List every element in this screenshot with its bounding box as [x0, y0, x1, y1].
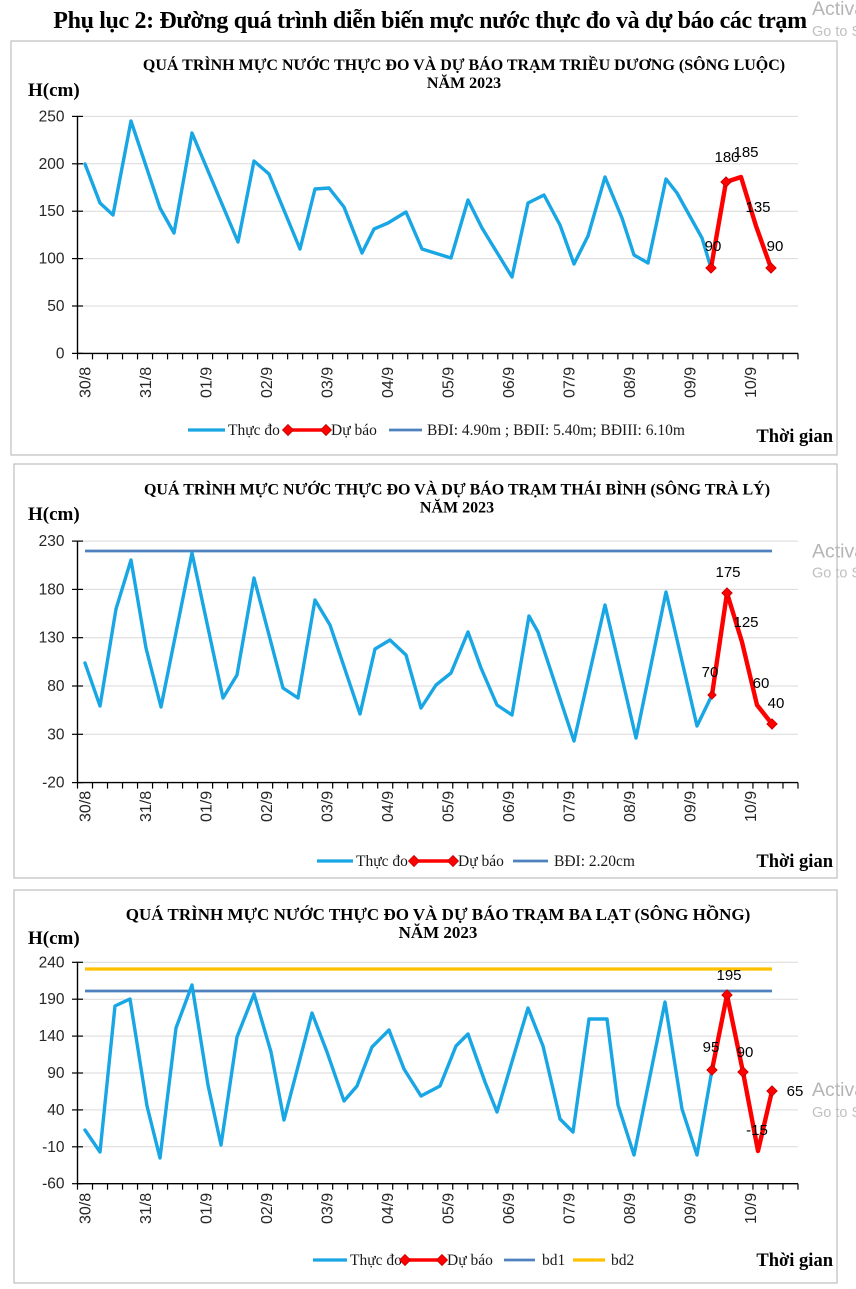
- svg-text:Phụ lục 2: Đường quá trình diễ: Phụ lục 2: Đường quá trình diễn biến mực…: [53, 8, 807, 34]
- svg-text:10/9: 10/9: [743, 1193, 760, 1224]
- svg-text:Thực đo: Thực đo: [228, 422, 280, 439]
- svg-text:40: 40: [47, 1102, 65, 1119]
- svg-text:Activate: Activate: [812, 541, 856, 563]
- svg-text:NĂM 2023: NĂM 2023: [420, 498, 494, 517]
- svg-text:70: 70: [702, 664, 719, 681]
- svg-text:bd2: bd2: [611, 1252, 634, 1269]
- svg-text:Dự báo: Dự báo: [447, 1252, 493, 1269]
- svg-text:Thực đo: Thực đo: [350, 1252, 402, 1269]
- svg-text:Dự báo: Dự báo: [458, 853, 504, 870]
- svg-text:30/8: 30/8: [78, 367, 95, 398]
- svg-text:08/9: 08/9: [622, 1193, 639, 1224]
- svg-text:01/9: 01/9: [199, 1193, 216, 1224]
- svg-text:Go to Settin: Go to Settin: [812, 566, 856, 582]
- svg-text:09/9: 09/9: [683, 367, 700, 398]
- svg-text:Activate: Activate: [812, 1079, 856, 1101]
- svg-text:40: 40: [768, 695, 785, 712]
- svg-text:-60: -60: [42, 1176, 65, 1193]
- svg-text:180: 180: [714, 149, 739, 166]
- svg-text:02/9: 02/9: [259, 367, 276, 398]
- svg-text:05/9: 05/9: [441, 1193, 458, 1224]
- svg-text:08/9: 08/9: [622, 367, 639, 398]
- svg-text:01/9: 01/9: [199, 367, 216, 398]
- svg-text:65: 65: [787, 1083, 804, 1100]
- svg-text:140: 140: [39, 1028, 65, 1045]
- svg-text:H(cm): H(cm): [28, 928, 80, 949]
- svg-text:180: 180: [39, 581, 65, 598]
- svg-text:31/8: 31/8: [138, 1193, 155, 1224]
- svg-text:04/9: 04/9: [380, 367, 397, 398]
- svg-text:NĂM 2023: NĂM 2023: [399, 923, 478, 942]
- svg-text:130: 130: [39, 630, 65, 647]
- svg-text:90: 90: [737, 1044, 754, 1061]
- svg-text:02/9: 02/9: [259, 791, 276, 822]
- svg-text:250: 250: [39, 108, 65, 125]
- svg-text:07/9: 07/9: [562, 1193, 579, 1224]
- svg-text:95: 95: [703, 1039, 720, 1056]
- svg-text:H(cm): H(cm): [28, 80, 80, 101]
- svg-text:07/9: 07/9: [562, 791, 579, 822]
- svg-text:Thời gian: Thời gian: [756, 1251, 833, 1271]
- svg-text:Dự báo: Dự báo: [331, 422, 377, 439]
- svg-text:07/9: 07/9: [562, 367, 579, 398]
- svg-text:03/9: 03/9: [320, 791, 337, 822]
- svg-text:Go to Settin: Go to Settin: [812, 24, 856, 40]
- svg-text:03/9: 03/9: [320, 1193, 337, 1224]
- svg-text:Activate: Activate: [812, 0, 856, 20]
- svg-text:bd1: bd1: [542, 1252, 565, 1269]
- svg-text:Go to Settin: Go to Settin: [812, 1105, 856, 1121]
- svg-text:Thực đo: Thực đo: [356, 853, 408, 870]
- svg-text:09/9: 09/9: [683, 1193, 700, 1224]
- svg-text:185: 185: [733, 144, 758, 161]
- svg-text:30/8: 30/8: [78, 1193, 95, 1224]
- svg-text:QUÁ TRÌNH MỰC NƯỚC THỰC ĐO VÀ: QUÁ TRÌNH MỰC NƯỚC THỰC ĐO VÀ DỰ BÁO TRẠ…: [143, 55, 785, 74]
- svg-text:03/9: 03/9: [320, 367, 337, 398]
- svg-text:08/9: 08/9: [622, 791, 639, 822]
- svg-text:150: 150: [39, 203, 65, 220]
- svg-text:Thời gian: Thời gian: [756, 427, 833, 447]
- svg-text:90: 90: [767, 238, 784, 255]
- svg-text:NĂM 2023: NĂM 2023: [427, 73, 501, 92]
- svg-text:QUÁ TRÌNH MỰC NƯỚC THỰC ĐO VÀ: QUÁ TRÌNH MỰC NƯỚC THỰC ĐO VÀ DỰ BÁO TRẠ…: [144, 480, 770, 499]
- svg-text:06/9: 06/9: [501, 1193, 518, 1224]
- svg-text:240: 240: [39, 954, 65, 971]
- svg-text:-15: -15: [746, 1122, 768, 1139]
- svg-text:60: 60: [753, 675, 770, 692]
- svg-text:10/9: 10/9: [743, 367, 760, 398]
- svg-text:QUÁ TRÌNH MỰC NƯỚC THỰC ĐO VÀ: QUÁ TRÌNH MỰC NƯỚC THỰC ĐO VÀ DỰ BÁO TRẠ…: [126, 904, 750, 924]
- svg-text:BĐI: 2.20cm: BĐI: 2.20cm: [554, 853, 635, 870]
- svg-text:100: 100: [39, 251, 65, 268]
- svg-text:31/8: 31/8: [138, 367, 155, 398]
- svg-text:01/9: 01/9: [199, 791, 216, 822]
- svg-text:BĐI: 4.90m ; BĐII: 5.40m; BĐII: BĐI: 4.90m ; BĐII: 5.40m; BĐIII: 6.10m: [427, 422, 685, 439]
- svg-text:80: 80: [47, 678, 65, 695]
- svg-text:50: 50: [47, 298, 65, 315]
- svg-text:H(cm): H(cm): [28, 504, 80, 525]
- svg-text:30/8: 30/8: [78, 791, 95, 822]
- svg-text:02/9: 02/9: [259, 1193, 276, 1224]
- svg-text:04/9: 04/9: [380, 1193, 397, 1224]
- svg-text:200: 200: [39, 156, 65, 173]
- svg-text:-20: -20: [42, 775, 65, 792]
- svg-text:30: 30: [47, 726, 65, 743]
- svg-text:135: 135: [745, 199, 770, 216]
- svg-text:190: 190: [39, 991, 65, 1008]
- svg-text:195: 195: [716, 967, 741, 984]
- svg-text:125: 125: [733, 614, 758, 631]
- svg-text:06/9: 06/9: [501, 367, 518, 398]
- svg-text:06/9: 06/9: [501, 791, 518, 822]
- svg-text:05/9: 05/9: [441, 791, 458, 822]
- svg-text:09/9: 09/9: [683, 791, 700, 822]
- svg-text:90: 90: [705, 238, 722, 255]
- svg-text:Thời gian: Thời gian: [756, 852, 833, 872]
- svg-text:90: 90: [47, 1065, 65, 1082]
- svg-text:04/9: 04/9: [380, 791, 397, 822]
- svg-text:31/8: 31/8: [138, 791, 155, 822]
- svg-text:175: 175: [715, 564, 740, 581]
- svg-text:230: 230: [39, 533, 65, 550]
- svg-text:05/9: 05/9: [441, 367, 458, 398]
- svg-text:0: 0: [56, 345, 65, 362]
- svg-text:10/9: 10/9: [743, 791, 760, 822]
- svg-text:-10: -10: [42, 1139, 65, 1156]
